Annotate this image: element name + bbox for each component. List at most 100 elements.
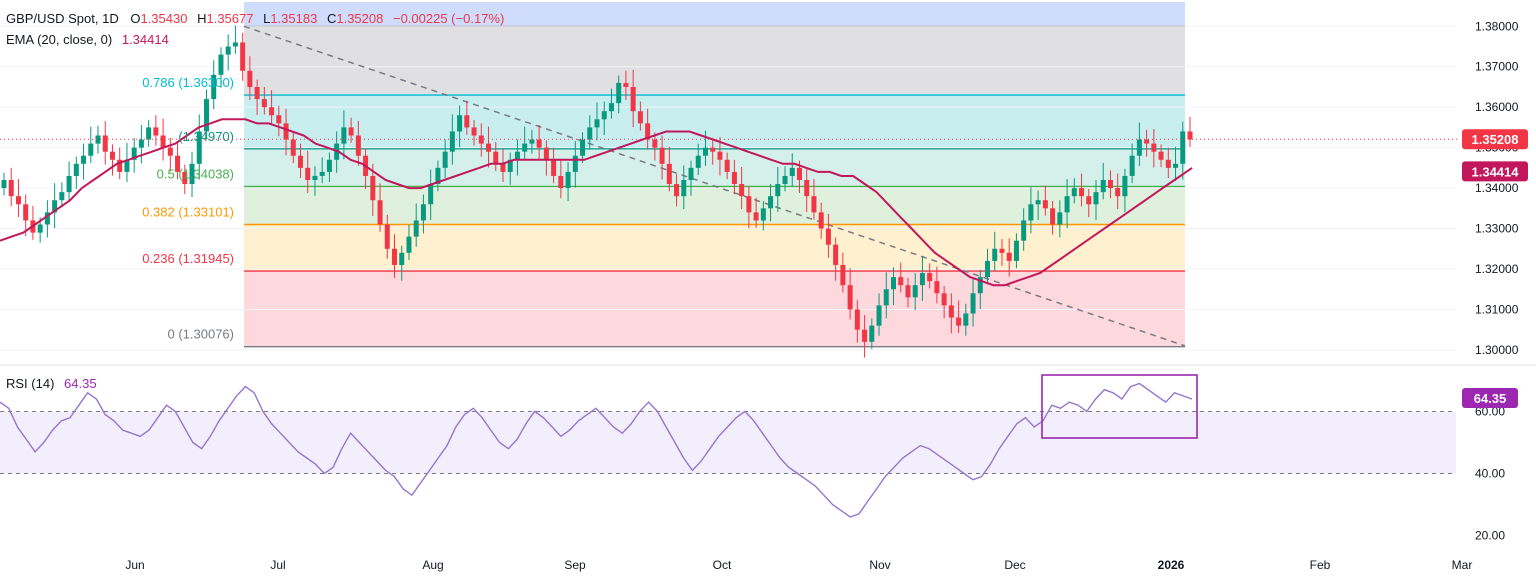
- candle-body: [1100, 180, 1106, 193]
- rsi-value: 64.35: [64, 376, 97, 391]
- candle-body: [941, 293, 947, 306]
- candle-body: [768, 196, 774, 209]
- downtrend-line: [243, 25, 1186, 347]
- candle-body: [1042, 200, 1048, 209]
- candle-body: [232, 42, 238, 47]
- candle-body: [840, 264, 846, 286]
- candle-body: [891, 277, 896, 290]
- candle-body: [370, 175, 376, 201]
- candle-body: [196, 131, 202, 164]
- candle-body: [348, 127, 354, 136]
- candle-body: [95, 135, 101, 144]
- candle-body: [811, 196, 817, 213]
- high-label: H: [197, 11, 207, 26]
- candle-body: [587, 127, 593, 140]
- candle-body: [1057, 212, 1063, 225]
- low-label: L: [263, 11, 271, 26]
- candle-body: [985, 260, 991, 278]
- candle-body: [464, 115, 470, 128]
- candle-body: [175, 155, 181, 172]
- close-value: 1.35208: [336, 11, 384, 26]
- candle-body: [912, 285, 918, 298]
- ema-badge: [1462, 161, 1528, 182]
- time-tick-label: Jul: [270, 558, 285, 572]
- rsi-band: [0, 411, 1456, 474]
- candle-body: [731, 171, 737, 185]
- candlesticks[interactable]: [1, 25, 1193, 358]
- candle-body: [688, 167, 694, 180]
- candle-body: [261, 99, 267, 108]
- candle-body: [1144, 139, 1150, 144]
- rsi-label: RSI (14): [6, 376, 55, 391]
- candle-body: [1071, 188, 1077, 197]
- time-tick-label: Oct: [713, 558, 732, 572]
- candle-body: [522, 143, 528, 152]
- time-axis[interactable]: Jun Jul Aug Sep Oct Nov Dec 2026 Feb Mar: [125, 558, 1472, 572]
- candle-body: [652, 139, 658, 148]
- candle-body: [558, 175, 564, 189]
- time-tick-label: Jun: [125, 558, 144, 572]
- candle-body: [977, 277, 983, 294]
- candle-body: [796, 167, 802, 180]
- candle-body: [1006, 252, 1012, 261]
- candle-body: [637, 111, 643, 124]
- candle-body: [167, 147, 173, 156]
- candle-body: [514, 151, 520, 160]
- candle-body: [326, 159, 332, 172]
- candle-body: [999, 248, 1005, 253]
- candle-body: [146, 127, 152, 140]
- price-axis[interactable]: 1.380001.370001.360001.350001.340001.330…: [0, 19, 1528, 357]
- ema-label: EMA (20, close, 0): [6, 32, 113, 47]
- candle-body: [117, 159, 123, 172]
- ema-line: [0, 118, 1193, 287]
- candle-body: [789, 167, 795, 176]
- candle-body: [1050, 208, 1056, 225]
- change-value: −0.00225 (−0.17%): [392, 11, 505, 26]
- candle-body: [124, 159, 130, 172]
- candle-body: [869, 325, 875, 342]
- candle-body: [377, 200, 383, 225]
- candle-body: [970, 293, 976, 314]
- price-tick-label: 1.38000: [1475, 19, 1519, 33]
- candle-body: [825, 228, 831, 245]
- candle-body: [37, 224, 43, 233]
- candle-body: [319, 171, 325, 176]
- candle-body: [956, 317, 962, 326]
- candle-body: [833, 244, 839, 265]
- candle-body: [23, 204, 29, 221]
- candle-body: [681, 180, 687, 197]
- candle-body: [52, 200, 58, 213]
- candle-body: [1173, 163, 1179, 168]
- candle-body: [406, 236, 412, 253]
- candle-body: [543, 147, 549, 160]
- candle-body: [160, 135, 166, 148]
- candle-body: [948, 305, 954, 318]
- candle-body: [399, 252, 405, 265]
- candle-body: [153, 127, 159, 136]
- candle-body: [883, 289, 889, 306]
- candle-body: [934, 281, 940, 294]
- candle-body: [782, 175, 788, 185]
- candle-body: [963, 313, 969, 326]
- fib-zone: [244, 26, 1185, 96]
- time-tick-label: Feb: [1310, 558, 1331, 572]
- fib-label-0.618: (1.34970): [178, 129, 234, 144]
- candle-body: [818, 212, 824, 229]
- low-value: 1.35183: [270, 11, 318, 26]
- candle-body: [710, 147, 716, 152]
- candle-body: [290, 139, 296, 156]
- fibonacci-labels: 0.786 (1.36300) (1.34970) 0.5 (1.34038) 0.3…: [142, 75, 234, 342]
- candle-body: [312, 175, 318, 180]
- fib-label-0: 0 (1.30076): [168, 327, 235, 342]
- time-tick-label: 2026: [1158, 558, 1185, 572]
- candle-body: [355, 135, 361, 156]
- candle-body: [529, 139, 535, 144]
- ema-badge-text: 1.34414: [1472, 164, 1520, 179]
- candle-body: [413, 220, 419, 237]
- candle-body: [659, 147, 665, 164]
- candle-body: [305, 167, 311, 180]
- candle-body: [471, 127, 477, 136]
- candle-body: [8, 180, 14, 197]
